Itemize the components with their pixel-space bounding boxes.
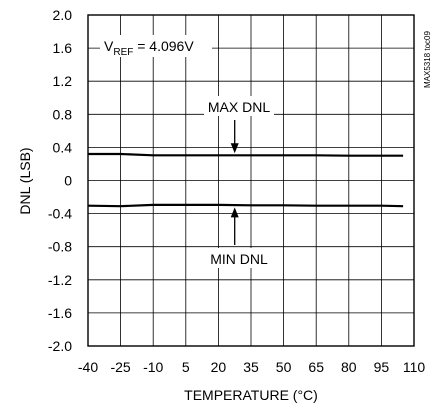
x-tick-label: 35 [243, 359, 259, 375]
min-dnl-label-background [204, 248, 274, 268]
min-dnl-arrow-head [230, 207, 239, 218]
y-tick-label: 0 [64, 173, 72, 189]
y-tick-label: 1.6 [53, 40, 73, 56]
y-tick-label: 0.4 [53, 139, 73, 155]
x-tick-label: 80 [341, 359, 357, 375]
y-tick-labels: 2.0 1.6 1.2 0.8 0.4 0 -0.4 -0.8 -1.2 -1.6 -2.0 [48, 7, 72, 354]
annotation-arrows [230, 120, 239, 245]
x-tick-label: -25 [110, 359, 130, 375]
y-tick-label: -1.6 [48, 305, 72, 321]
y-tick-label: 2.0 [53, 7, 73, 23]
x-tick-label: -10 [143, 359, 163, 375]
data-lines [87, 152, 404, 208]
x-tick-label: -40 [78, 359, 98, 375]
vref-prefix: V [104, 38, 114, 54]
max-dnl-label-background [204, 96, 274, 116]
plot-frame [87, 14, 415, 347]
series-line-max-dnl [88, 152, 404, 157]
x-tick-label: 65 [308, 359, 324, 375]
plot-border [87, 14, 415, 347]
x-tick-label: 50 [276, 359, 292, 375]
y-tick-label: -0.4 [48, 206, 72, 222]
y-tick-label: -2.0 [48, 338, 72, 354]
x-tick-label: 5 [182, 359, 190, 375]
y-axis-label: DNL (LSB) [17, 147, 33, 214]
max-dnl-label: MAX DNL [208, 99, 270, 115]
grid [88, 15, 414, 346]
vref-value: = 4.096V [133, 38, 194, 54]
x-tick-label: 20 [211, 359, 227, 375]
y-tick-label: 1.2 [53, 73, 73, 89]
series-line-min-dnl [87, 203, 404, 208]
max-dnl-arrow-head [230, 143, 239, 154]
figure-id: MAX5318 toc09 [423, 31, 432, 88]
min-dnl-label: MIN DNL [210, 251, 268, 267]
x-tick-labels: -40 -25 -10 5 20 35 50 65 80 95 110 [78, 359, 425, 375]
x-tick-label: 110 [403, 359, 426, 375]
vref-label-background [100, 35, 212, 57]
y-tick-label: -0.8 [48, 239, 72, 255]
y-tick-label: -1.2 [48, 272, 72, 288]
vref-subscript: REF [113, 47, 133, 58]
vref-label: VREF = 4.096V [104, 38, 194, 58]
x-axis-label: TEMPERATURE (°C) [184, 387, 318, 403]
x-tick-label: 95 [374, 359, 390, 375]
y-tick-label: 0.8 [53, 106, 73, 122]
